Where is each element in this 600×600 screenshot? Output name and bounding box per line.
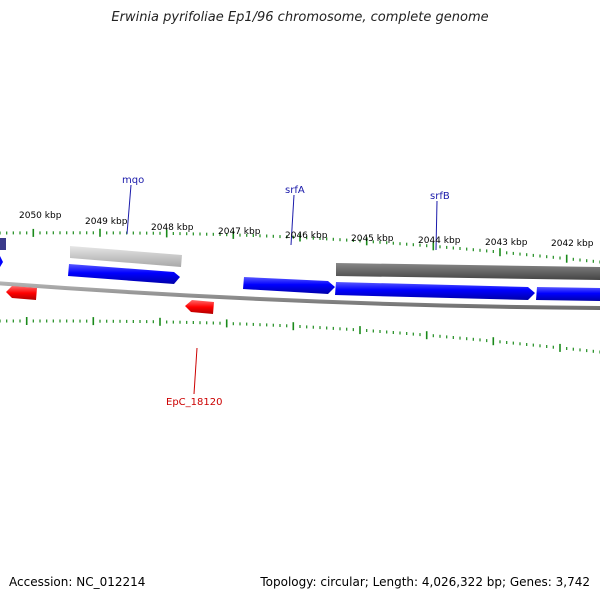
tick-label-2049: 2049 kbp <box>85 217 128 227</box>
tick-label-2045: 2045 kbp <box>351 234 394 244</box>
gene-arrow-left-edge[interactable] <box>0 256 3 267</box>
inner-tick-ring <box>0 317 600 354</box>
gene-arrow-EpC_18120[interactable] <box>185 300 214 314</box>
tick-label-2044: 2044 kbp <box>418 236 461 246</box>
tick-label-2048: 2048 kbp <box>151 223 194 233</box>
leader-line-EpC_18120 <box>193 347 198 395</box>
footer-stats: Topology: circular; Length: 4,026,322 bp… <box>260 575 590 589</box>
gene-arrow-left-red[interactable] <box>6 286 37 300</box>
tick-label-2042: 2042 kbp <box>551 239 594 249</box>
gene-arrow-right-edge[interactable] <box>536 287 600 301</box>
tick-label-2046: 2046 kbp <box>285 231 328 241</box>
gene-feature-light[interactable] <box>70 246 182 267</box>
outer-tick-ring <box>0 228 600 264</box>
tick-label-2050: 2050 kbp <box>19 211 62 221</box>
gene-arrow-srfA[interactable] <box>243 277 335 294</box>
tick-label-2047: 2047 kbp <box>218 227 261 237</box>
tick-label-2043: 2043 kbp <box>485 238 528 248</box>
leader-line-srfA <box>290 194 295 246</box>
leader-line-mqo <box>126 184 132 235</box>
gene-label-mqo: mqo <box>122 175 144 186</box>
chromosome-backbone <box>0 281 600 310</box>
gene-label-srfB: srfB <box>430 191 450 202</box>
gene-feature-dark[interactable] <box>336 263 600 280</box>
map-title: Erwinia pyrifoliae Ep1/96 chromosome, co… <box>111 10 489 25</box>
leader-line-srfB <box>435 200 438 251</box>
gene-label-EpC_18120: EpC_18120 <box>166 397 222 408</box>
footer-accession: Accession: NC_012214 <box>9 575 146 589</box>
gene-label-srfA: srfA <box>285 185 305 196</box>
gene-feature-edge[interactable] <box>0 238 6 250</box>
gene-arrow-srfB[interactable] <box>335 282 535 300</box>
gene-arrow-mqo[interactable] <box>68 264 180 284</box>
